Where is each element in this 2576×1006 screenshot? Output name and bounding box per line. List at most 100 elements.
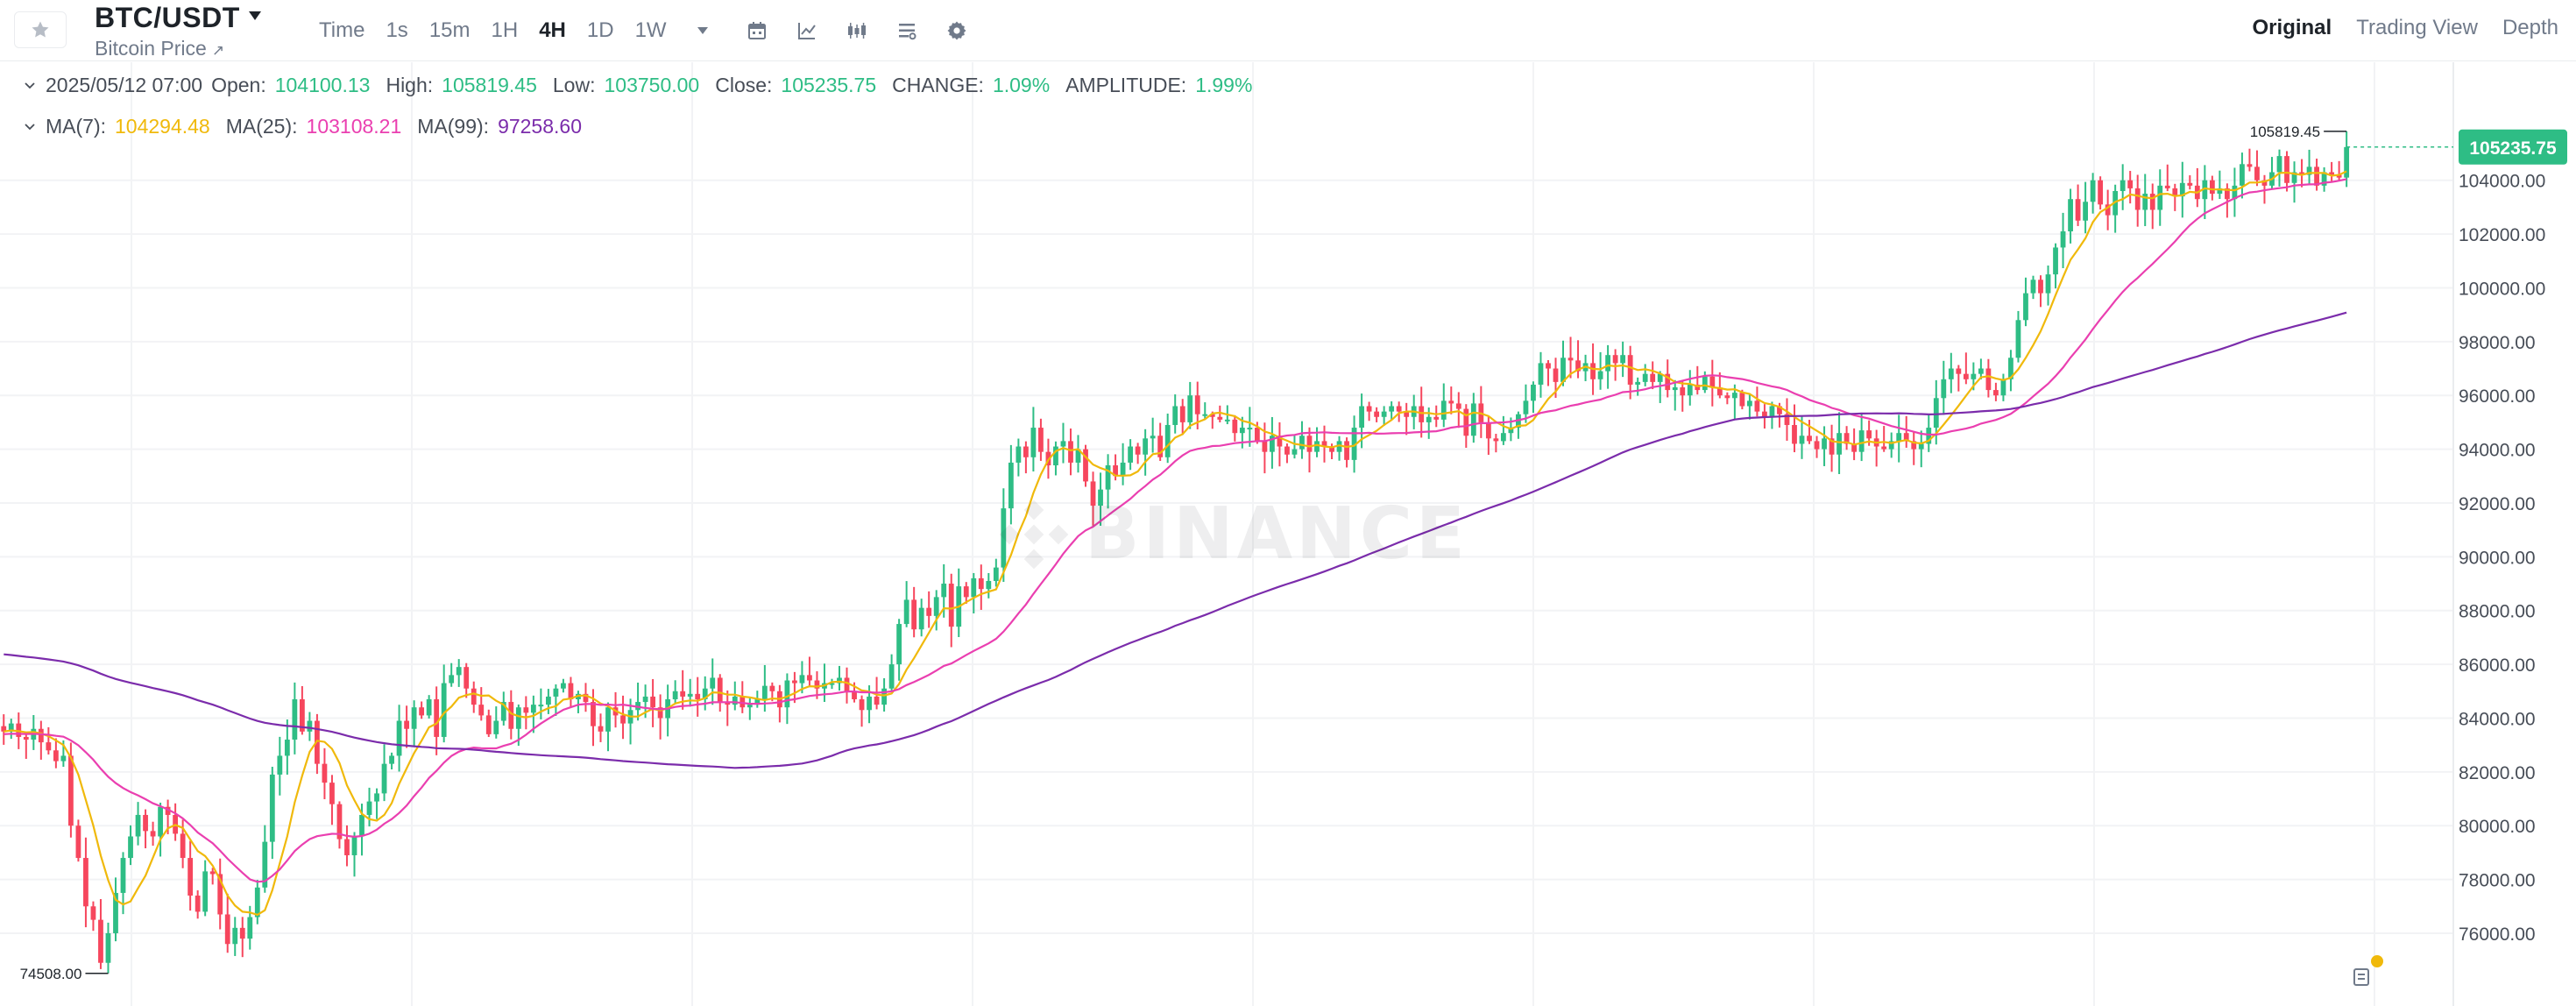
line-chart-button[interactable] (794, 18, 820, 44)
tab-trading-view[interactable]: Trading View (2356, 16, 2478, 39)
external-link-icon: ↗ (211, 42, 225, 59)
interval-1s[interactable]: 1s (386, 18, 408, 42)
candle-body-down (814, 680, 820, 689)
candle-body-up (269, 774, 275, 842)
candle-body-down (859, 698, 865, 711)
candle-body-down (1568, 358, 1574, 361)
candle-body-down (1665, 373, 1671, 391)
candle-body-up (2202, 180, 2208, 200)
collapse-chevron-icon[interactable] (25, 123, 35, 131)
candle-body-up (941, 584, 947, 598)
candle-body-up (993, 567, 999, 581)
interval-4h[interactable]: 4H (539, 18, 566, 42)
candle-body-down (1284, 446, 1290, 455)
candle-body-down (1023, 446, 1029, 457)
candle-body-up (1702, 376, 1708, 391)
candle-body-up (1164, 424, 1171, 457)
candle-body-up (1799, 436, 1805, 444)
high-marker-label: 105819.45 (2250, 124, 2320, 140)
candle-body-up (262, 841, 268, 888)
candle-body-up (2045, 274, 2051, 294)
candle-body-down (322, 763, 328, 783)
candle-body-up (1292, 449, 1298, 455)
candle-body-down (478, 705, 485, 716)
candle-body-up (1098, 489, 1103, 507)
collapse-chevron-icon[interactable] (25, 81, 35, 90)
tab-depth[interactable]: Depth (2502, 16, 2558, 39)
candle-body-down (16, 723, 22, 737)
candle-body-up (232, 927, 238, 945)
candle-body-down (1650, 373, 1656, 382)
candle-body-down (46, 742, 52, 751)
candle-body-down (485, 715, 492, 734)
candle-body-down (911, 599, 917, 630)
candle-body-up (2240, 164, 2245, 186)
candle-body-up (284, 740, 290, 756)
candle-body-up (1597, 371, 1603, 379)
candle-body-up (1314, 441, 1320, 452)
y-axis-tick-label: 86000.00 (2459, 655, 2536, 676)
interval-1w[interactable]: 1W (634, 18, 667, 42)
candle-body-down (2224, 188, 2230, 200)
candle-body-up (493, 720, 499, 734)
candle-body-up (2321, 172, 2327, 186)
candle-body-down (464, 667, 470, 689)
tab-original[interactable]: Original (2252, 16, 2332, 39)
candle-body-up (1247, 428, 1253, 430)
interval-time[interactable]: Time (319, 18, 365, 42)
legend-ma99-label: MA(99): (417, 115, 490, 138)
candlestick-chart[interactable]: 76000.00 78000.00 80000.00 82000.00 84000.00… (0, 62, 2576, 1006)
price-chart[interactable]: 76000.00 78000.00 80000.00 82000.00 84000.00… (0, 62, 2576, 1006)
candle-body-up (449, 675, 455, 684)
last-price-tag (2459, 129, 2567, 165)
legend-low-value: 103750.00 (604, 74, 700, 96)
candle-body-down (1254, 428, 1260, 442)
interval-15m[interactable]: 15m (428, 18, 471, 42)
candle-body-down (1262, 441, 1268, 452)
candle-body-up (1351, 428, 1357, 460)
candle-body-up (1672, 387, 1678, 391)
candle-body-down (2164, 185, 2170, 188)
settings-button[interactable] (944, 18, 970, 44)
candle-body-down (2105, 204, 2111, 216)
candle-body-up (1426, 416, 1432, 422)
candle-body-down (1329, 446, 1334, 452)
candle-body-down (1, 726, 7, 732)
calendar-button[interactable] (744, 18, 770, 44)
candle-body-up (1143, 438, 1149, 455)
pair-subtitle-link[interactable]: Bitcoin Price ↗ (95, 37, 224, 60)
y-axis-tick-label: 84000.00 (2459, 709, 2536, 729)
interval-1h[interactable]: 1H (491, 18, 519, 42)
candle-body-down (650, 696, 656, 708)
candle-body-down (1575, 360, 1581, 372)
candle-body-down (150, 831, 156, 837)
candle-body-up (1187, 395, 1193, 422)
candle-body-up (2306, 166, 2312, 175)
legend-amplitude-label: AMPLITUDE: (1065, 74, 1187, 96)
legend-date: 2025/05/12 07:00 (46, 74, 203, 96)
more-intervals-chevron-icon[interactable] (697, 26, 709, 35)
candle-body-down (90, 906, 96, 920)
candle-body-down (1709, 376, 1716, 388)
candle-body-down (2149, 194, 2155, 210)
candle-body-up (359, 814, 364, 837)
candle-body-up (1030, 428, 1037, 457)
candle-body-up (903, 599, 909, 625)
favorite-star-button[interactable] (14, 11, 67, 48)
pair-title[interactable]: BTC/USDT (95, 2, 240, 33)
candle-body-up (1926, 428, 1932, 444)
indicator-settings-button[interactable] (894, 18, 920, 44)
candle-body-down (657, 707, 663, 719)
candle-body-up (120, 858, 126, 893)
candle-body-down (1493, 438, 1499, 442)
chevron-down-icon[interactable] (248, 11, 262, 21)
candle-body-up (1008, 462, 1014, 509)
notes-button[interactable] (2346, 962, 2376, 992)
candle-body-up (971, 577, 977, 598)
interval-1d[interactable]: 1D (586, 18, 614, 42)
legend-high-value: 105819.45 (442, 74, 537, 96)
y-axis-tick-label: 104000.00 (2459, 172, 2545, 192)
candle-body-up (1075, 449, 1081, 463)
candle-body-down (1179, 406, 1185, 422)
candlestick-button[interactable] (844, 18, 870, 44)
